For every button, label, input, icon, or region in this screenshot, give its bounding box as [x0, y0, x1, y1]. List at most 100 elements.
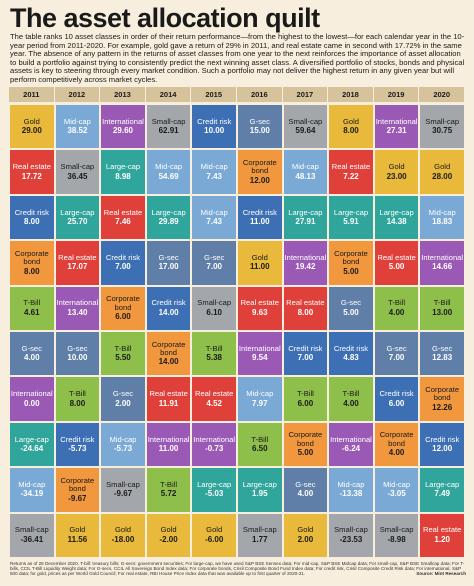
- asset-return: 5.00: [297, 448, 314, 458]
- quilt-cell: G-sec 4.00: [282, 467, 329, 513]
- quilt-cell: Real estate 11.91: [145, 376, 192, 422]
- quilt-cell: Corporate bond 12.00: [237, 149, 283, 195]
- asset-return: 48.13: [295, 171, 316, 181]
- quilt-cell: Small-cap -8.98: [373, 512, 420, 558]
- quilt-cell: Corporate bond 8.00: [9, 240, 55, 286]
- asset-return: -5.03: [205, 489, 224, 499]
- asset-name: Credit risk: [60, 434, 95, 444]
- asset-name: Mid-cap: [383, 479, 411, 489]
- year-header: 2018: [328, 87, 373, 102]
- asset-return: 29.60: [112, 126, 133, 136]
- asset-name: T-Bill: [388, 298, 406, 308]
- asset-name: Credit risk: [151, 298, 186, 308]
- asset-name: Large-cap: [105, 162, 141, 172]
- quilt-cell: G-sec 15.00: [237, 104, 283, 150]
- quilt-cell: Real estate 7.22: [328, 149, 374, 195]
- asset-return: -5.73: [68, 443, 87, 453]
- asset-return: 1.20: [434, 534, 450, 544]
- quilt-cell: Credit risk 6.00: [373, 376, 420, 422]
- quilt-cell: T-Bill 4.61: [9, 285, 55, 331]
- quilt-cell: Credit risk 4.83: [328, 331, 374, 377]
- asset-return: -6.00: [205, 534, 224, 544]
- asset-return: 10.00: [204, 126, 225, 136]
- asset-name: Mid-cap: [291, 162, 319, 172]
- quilt-cell: Gold 11.00: [237, 240, 283, 286]
- asset-return: 17.00: [158, 262, 179, 272]
- asset-name: T-Bill: [433, 298, 451, 308]
- asset-return: 6.00: [115, 311, 131, 321]
- quilt-cell: T-Bill 6.00: [282, 376, 329, 422]
- year-header: 2012: [54, 87, 100, 102]
- asset-name: Mid-cap: [155, 162, 183, 172]
- quilt-cell: Large-cap 14.38: [373, 194, 420, 241]
- asset-return: 14.66: [432, 262, 453, 272]
- year-header: 2017: [282, 87, 328, 102]
- asset-name: Large-cap: [333, 207, 369, 217]
- quilt-cell: T-Bill 4.00: [373, 285, 420, 331]
- asset-name: Gold: [388, 162, 405, 172]
- asset-return: 9.63: [252, 307, 268, 317]
- asset-name: Corporate bond: [425, 384, 460, 403]
- asset-return: 7.00: [297, 353, 314, 363]
- asset-name: Corporate bond: [14, 248, 49, 267]
- asset-name: Corporate bond: [106, 294, 140, 312]
- asset-return: 7.97: [252, 398, 268, 408]
- year-header: 2019: [373, 87, 419, 102]
- quilt-cell: Large-cap 8.98: [100, 149, 146, 195]
- quilt-cell: Corporate bond 4.00: [373, 421, 420, 468]
- quilt-cell: Mid-cap -13.38: [328, 467, 374, 513]
- asset-name: T-Bill: [296, 389, 314, 399]
- asset-return: -2.00: [159, 534, 178, 544]
- asset-name: Corporate bond: [334, 248, 368, 267]
- asset-return: 29.89: [158, 216, 179, 226]
- quilt-cell: Gold -6.00: [191, 512, 237, 558]
- asset-return: 5.00: [388, 262, 405, 272]
- asset-name: Credit risk: [14, 207, 49, 217]
- quilt-cell: Mid-cap 7.43: [191, 194, 237, 241]
- asset-name: Real estate: [103, 207, 143, 217]
- asset-name: Mid-cap: [109, 434, 137, 444]
- asset-return: 4.00: [388, 307, 405, 317]
- asset-name: G-sec: [386, 343, 407, 353]
- asset-name: Real estate: [331, 162, 371, 172]
- year-header: 2014: [145, 87, 191, 102]
- asset-name: Mid-cap: [200, 207, 228, 217]
- quilt-cell: G-sec 4.00: [9, 331, 55, 377]
- asset-name: International: [56, 298, 99, 308]
- asset-return: 17.72: [21, 171, 42, 181]
- quilt-cell: Corporate bond 6.00: [100, 285, 146, 331]
- asset-name: Gold: [206, 525, 223, 535]
- asset-name: Gold: [69, 525, 86, 535]
- asset-return: 8.00: [297, 307, 314, 317]
- quilt-cell: Corporate bond 5.00: [328, 240, 374, 286]
- page-title: The asset allocation quilt: [10, 3, 320, 33]
- asset-name: International: [238, 343, 281, 353]
- asset-name: International: [330, 434, 372, 444]
- asset-name: Real estate: [12, 162, 51, 172]
- quilt-cell: Corporate bond -9.67: [54, 467, 101, 513]
- asset-return: -23.53: [339, 534, 363, 544]
- quilt-cell: Small-cap -9.67: [100, 467, 146, 513]
- quilt-cell: Large-cap -5.03: [191, 467, 237, 513]
- asset-return: 19.42: [295, 262, 316, 272]
- quilt-cell: Credit risk 8.00: [9, 194, 55, 241]
- asset-return: 6.50: [252, 443, 268, 453]
- asset-name: Small-cap: [106, 479, 140, 489]
- quilt-cell: Gold 11.56: [54, 512, 101, 558]
- asset-name: Real estate: [149, 389, 188, 399]
- quilt-cell: Mid-cap -34.19: [9, 467, 55, 513]
- asset-return: 5.38: [206, 353, 222, 363]
- quilt-cell: T-Bill 13.00: [419, 285, 465, 331]
- quilt-cell: Real estate 17.72: [9, 149, 55, 195]
- asset-return: 5.50: [115, 353, 131, 363]
- asset-name: G-sec: [249, 116, 270, 126]
- asset-return: 8.98: [115, 171, 131, 181]
- quilt-cell: G-sec 2.00: [100, 376, 146, 422]
- asset-return: 14.00: [158, 307, 179, 317]
- year-header: 2020: [419, 87, 464, 102]
- asset-return: 4.00: [24, 353, 40, 363]
- asset-name: International: [193, 434, 236, 444]
- quilt-cell: International 9.54: [237, 331, 283, 377]
- asset-return: 13.00: [432, 307, 453, 317]
- footnote-text: Returns as of 28 December 2020. T-bill: …: [10, 561, 465, 577]
